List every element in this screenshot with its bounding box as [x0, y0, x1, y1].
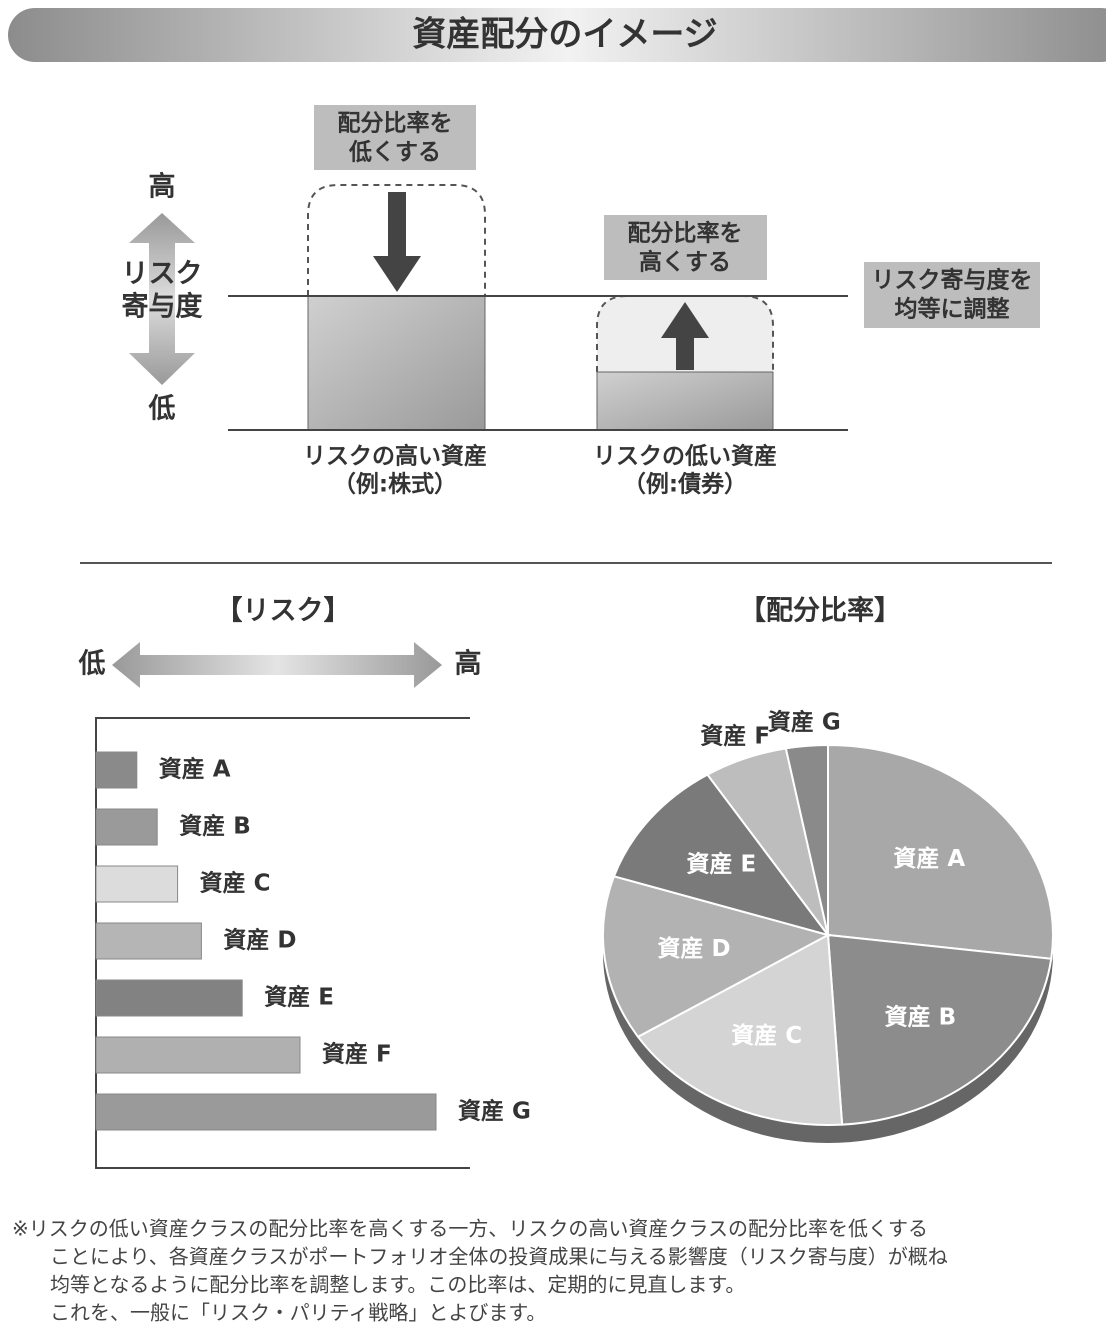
- slice-label: 資産 B: [885, 1004, 957, 1031]
- bar: [95, 1093, 437, 1131]
- asset-label: （例:債券）: [623, 471, 747, 498]
- down-arrow: [373, 192, 421, 292]
- bar-label: 資産 C: [200, 870, 271, 897]
- axis-label: 寄与度: [122, 291, 203, 323]
- risk-high: 高: [455, 648, 482, 680]
- axis-label: リスク: [122, 259, 203, 290]
- bar-label: 資産 B: [179, 813, 251, 840]
- bar-label: 資産 A: [159, 756, 231, 783]
- label-box: [864, 262, 1040, 328]
- up-label: 高くする: [639, 249, 731, 276]
- note-line: これを、一般に「リスク・パリティ戦略」とよびます。: [50, 1301, 546, 1325]
- pie-slice: [826, 933, 1053, 1126]
- bar-label: 資産 G: [458, 1098, 531, 1125]
- equal-label: 均等に調整: [895, 296, 1010, 323]
- pie-slice: [612, 773, 831, 937]
- bar: [95, 979, 243, 1017]
- down-label: 配分比率を: [338, 110, 453, 137]
- asset-label: リスクの高い資産: [303, 443, 487, 470]
- low-risk-bar: [596, 371, 774, 431]
- pie-slice: [827, 743, 1054, 960]
- pie-slice: [784, 743, 829, 936]
- up-arrow: [661, 302, 709, 370]
- chart-title: 【リスク】: [216, 596, 351, 627]
- down-label: 低くする: [348, 140, 441, 166]
- bar: [95, 808, 158, 846]
- bar: [95, 865, 179, 903]
- header-title: 資産配分のイメージ: [412, 15, 717, 55]
- slice-label: 資産 E: [686, 851, 756, 878]
- bar: [95, 1036, 301, 1074]
- asset-label: （例:株式）: [333, 471, 457, 498]
- bar: [95, 751, 138, 789]
- pie-slice: [602, 875, 831, 1039]
- pie-slice: [636, 933, 844, 1126]
- high-risk-bar: [307, 295, 486, 431]
- equal-label: リスク寄与度を: [872, 267, 1033, 294]
- bar: [95, 922, 202, 960]
- up-label: 配分比率を: [628, 220, 743, 247]
- risk-low: 低: [78, 649, 106, 680]
- risk-arrow: [112, 642, 442, 688]
- header-bar: [8, 8, 1106, 62]
- note-line: ことにより、各資産クラスがポートフォリオ全体の投資成果に与える影響度（リスク寄与…: [50, 1245, 948, 1269]
- note-line: 均等となるように配分比率を調整します。この比率は、定期的に見直します。: [50, 1273, 745, 1297]
- dashed-box: [307, 184, 486, 296]
- slice-label: 資産 C: [731, 1022, 802, 1049]
- asset-label: リスクの低い資産: [593, 443, 777, 470]
- label-box: [314, 105, 476, 170]
- note-line: ※リスクの低い資産クラスの配分比率を高くする一方、リスクの高い資産クラスの配分比…: [12, 1217, 928, 1241]
- axis-low: 低: [148, 394, 176, 425]
- slice-label: 資産 A: [893, 845, 965, 872]
- chart-title: 【配分比率】: [739, 595, 901, 627]
- bar-label: 資産 D: [223, 927, 296, 954]
- slice-label: 資産 F: [700, 723, 770, 750]
- bar-label: 資産 F: [322, 1041, 392, 1068]
- axis-high: 高: [149, 171, 176, 203]
- bar-label: 資産 E: [264, 984, 334, 1011]
- slice-label: 資産 G: [768, 709, 841, 736]
- slice-label: 資産 D: [658, 935, 731, 962]
- label-box: [604, 215, 767, 280]
- risk-arrow: [129, 213, 195, 385]
